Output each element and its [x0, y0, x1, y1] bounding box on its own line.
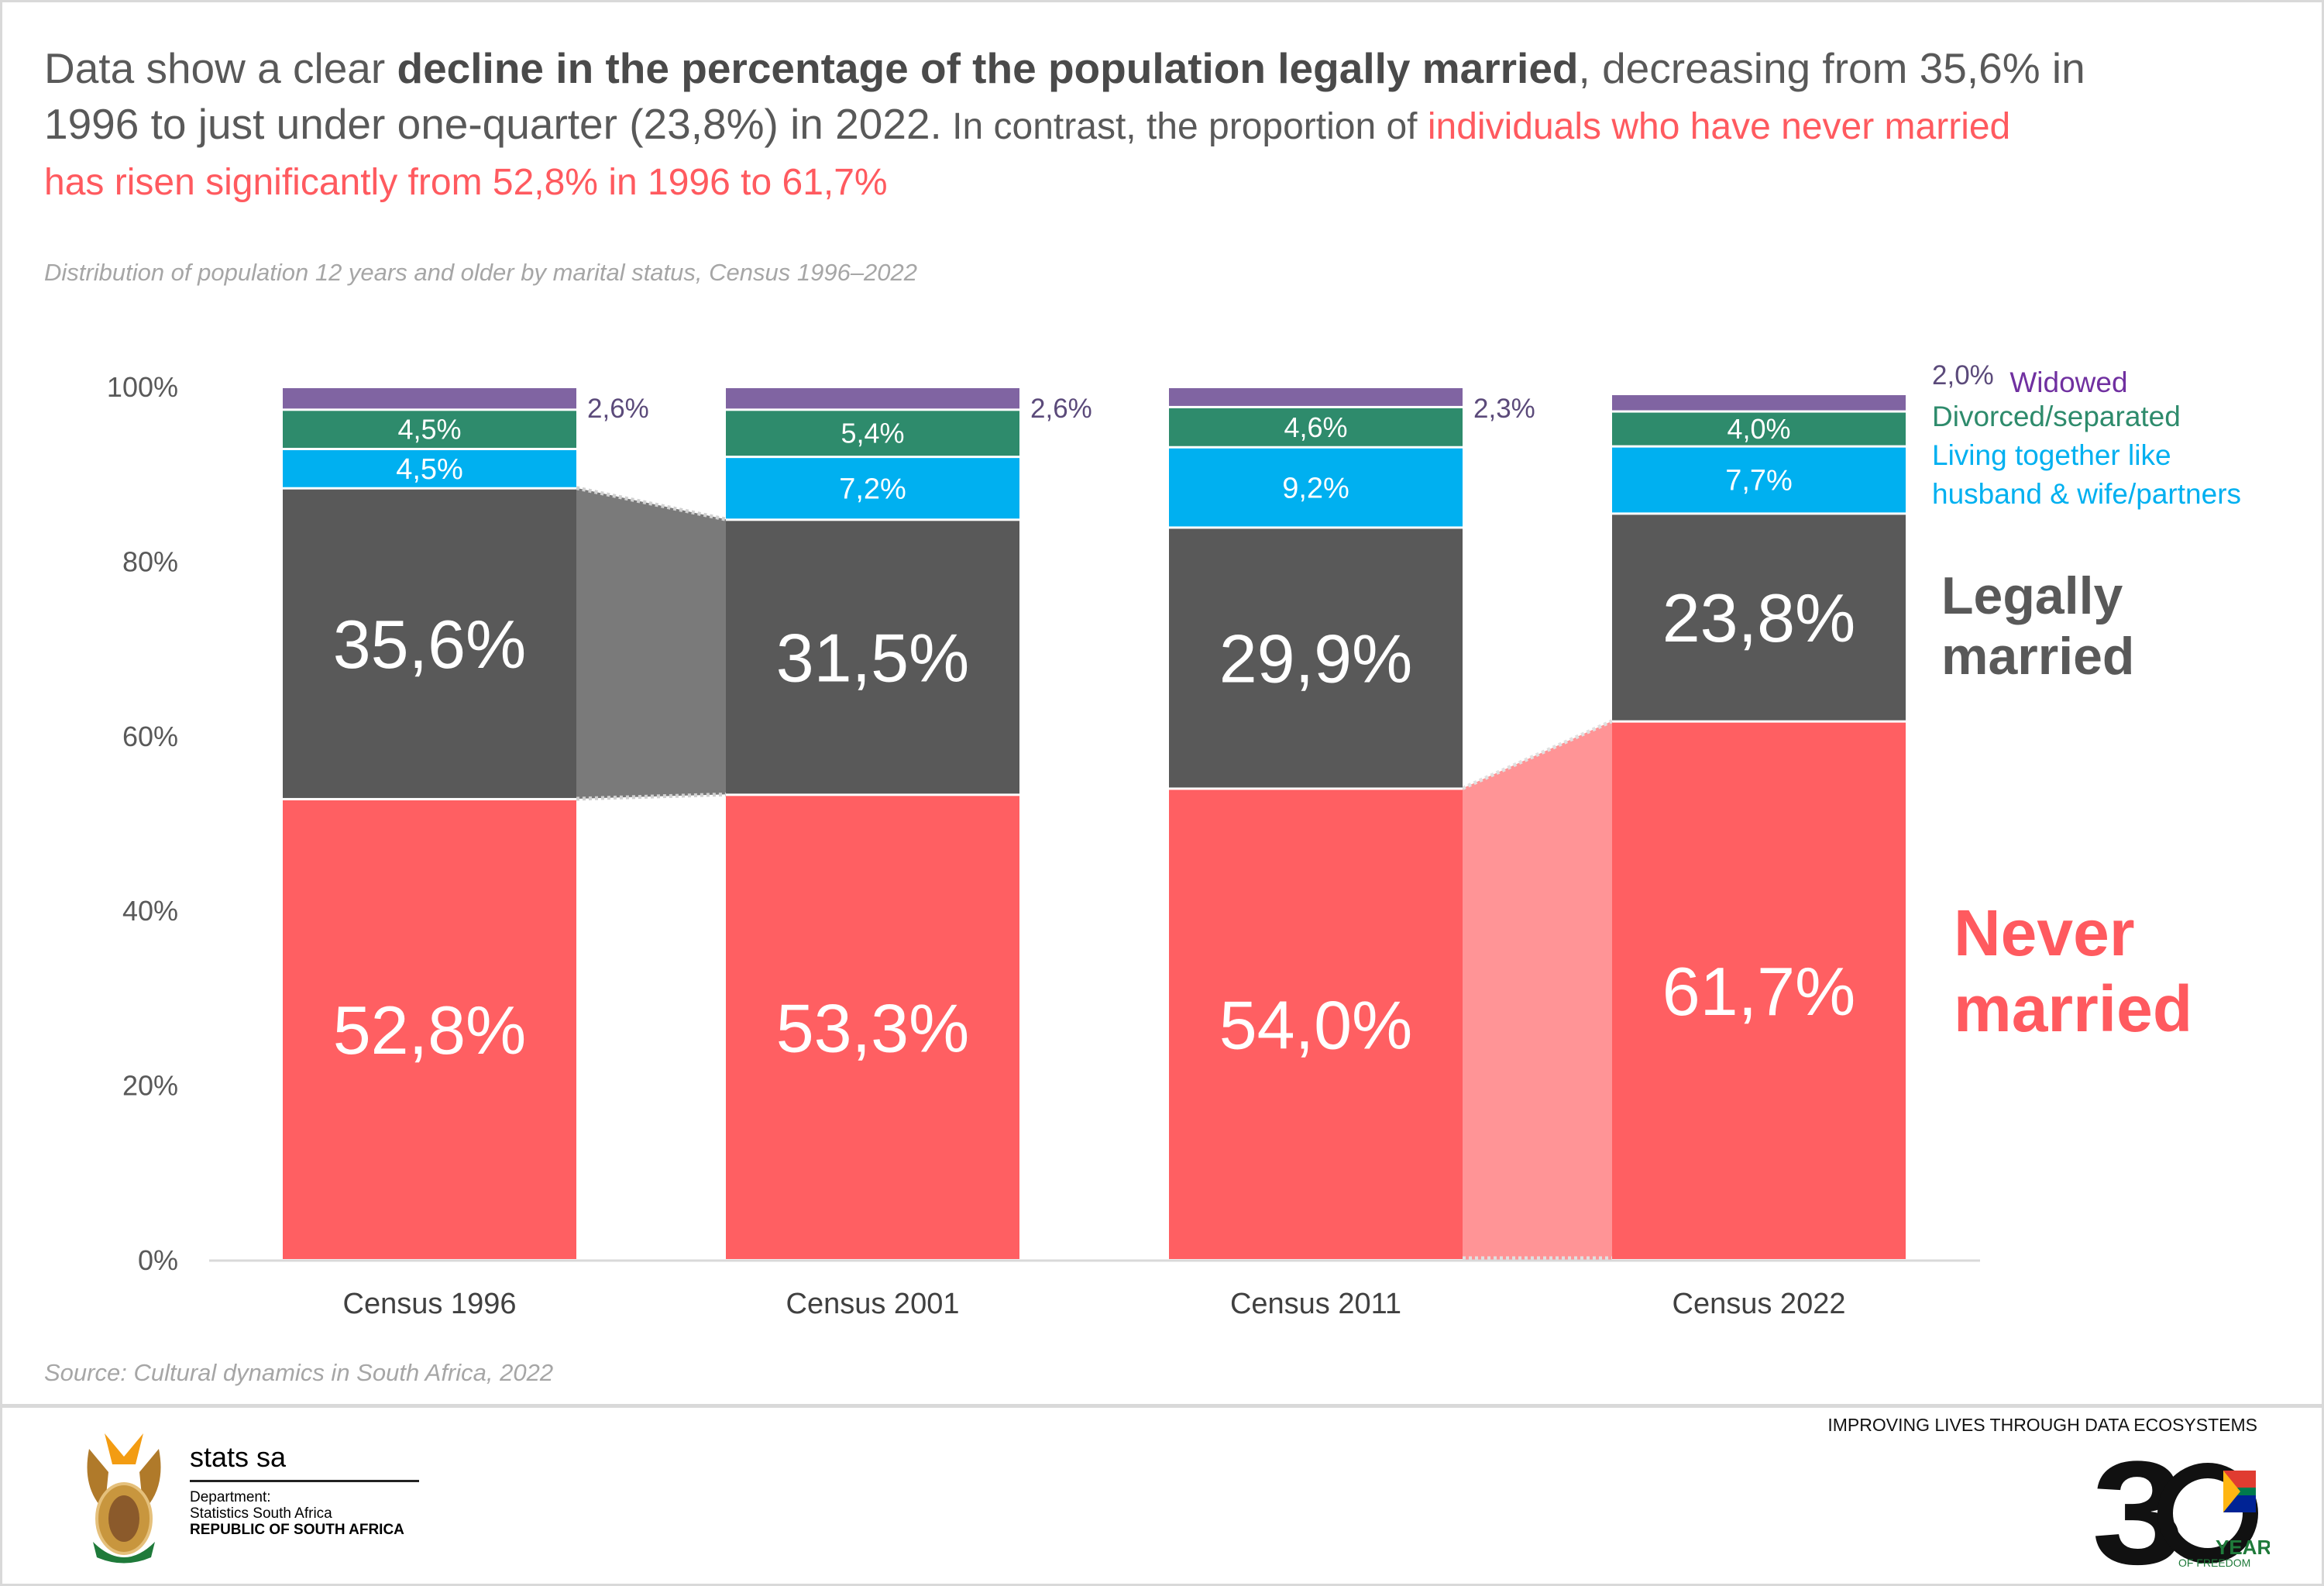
bar-data-label: 9,2% [1282, 472, 1349, 504]
bar-segment [726, 521, 1019, 794]
legend-never-married: Never married [1954, 895, 2264, 1047]
bar-segment [283, 450, 576, 487]
bar-segment [1169, 528, 1463, 788]
bar-data-label: 7,2% [839, 473, 906, 505]
widowed-data-label: 2,6% [1030, 394, 1092, 424]
headline-line-1: Data show a clear decline in the percent… [44, 40, 2291, 96]
bar-segment [1612, 447, 1906, 513]
legend-widowed-label: Widowed [2009, 366, 2128, 398]
of-freedom-text: OF FREEDOM [2178, 1557, 2250, 1569]
x-tick-label: Census 2022 [1673, 1288, 1846, 1320]
y-tick-label: 20% [122, 1070, 178, 1102]
legend-legal-line-1: Legally [1941, 566, 2123, 625]
x-tick-label: Census 2011 [1230, 1288, 1401, 1320]
bar-data-label: 35,6% [333, 606, 527, 683]
org-department: Department: Statistics South Africa REPU… [190, 1489, 404, 1538]
bar-data-label: 29,9% [1219, 621, 1413, 697]
y-tick-label: 80% [122, 545, 178, 577]
headline-text: 1996 to just under one-quarter (23,8%) i… [44, 100, 942, 148]
bar-segment [1612, 395, 1906, 411]
bar-segment [726, 411, 1019, 456]
x-tick-label: Census 2001 [786, 1288, 960, 1320]
y-tick-label: 100% [107, 371, 178, 403]
bar-segment [1169, 408, 1463, 446]
bar-data-label: 23,8% [1662, 580, 1856, 656]
coat-of-arms-icon [87, 1433, 161, 1564]
legend-divorced: Divorced/separated [1932, 401, 2181, 432]
bar-segment [283, 388, 576, 409]
headline-red: individuals who have never married [1427, 106, 2011, 147]
bar-data-label: 54,0% [1219, 986, 1413, 1063]
org-name: stats sa [190, 1441, 287, 1473]
legally-married-connector-1996-2001 [576, 487, 726, 799]
bar-segment [283, 489, 576, 798]
legend-never-line-2: married [1954, 972, 2193, 1045]
headline-line-3: has risen significantly from 52,8% in 19… [44, 162, 888, 203]
never-married-connector-2011-2022 [1463, 721, 1612, 1260]
bar-data-label: 52,8% [333, 992, 527, 1068]
headline-text: , decreasing from 35,6% in [1578, 44, 2085, 92]
bar-data-label: 53,3% [776, 989, 970, 1066]
bar-segment [1612, 514, 1906, 721]
bar-data-label: 61,7% [1662, 953, 1856, 1030]
bar-data-label: 31,5% [776, 619, 970, 696]
dept-line-2: Statistics South Africa [190, 1505, 332, 1522]
bar-segment [726, 458, 1019, 519]
years-text: YEARS [2216, 1536, 2270, 1559]
org-rule [190, 1480, 419, 1482]
bar-data-label: 7,7% [1725, 465, 1793, 497]
headline-text: In contrast, the proportion of [941, 106, 1428, 147]
widowed-data-label: 2,6% [587, 394, 649, 424]
bar-data-label: 4,5% [397, 414, 461, 446]
tagline: IMPROVING LIVES THROUGH DATA ECOSYSTEMS [1827, 1415, 2257, 1435]
bar-segment [283, 800, 576, 1259]
bar-segment [1612, 412, 1906, 446]
widowed-data-label: 2,3% [1473, 394, 1535, 424]
bar-segment [1169, 388, 1463, 406]
stats-sa-logo: stats sa Department: Statistics South Af… [74, 1426, 430, 1573]
bar-segment [1169, 448, 1463, 527]
x-tick-label: Census 1996 [343, 1288, 517, 1320]
y-tick-label: 0% [138, 1244, 178, 1276]
bar-segment [726, 388, 1019, 409]
legend-legally-married: Legally married [1941, 566, 2174, 686]
y-tick-label: 40% [122, 895, 178, 927]
bar-data-label: 4,5% [396, 453, 463, 486]
footer-divider [0, 1404, 2324, 1408]
bar-segment [1612, 722, 1906, 1259]
dept-line-1: Department: [190, 1489, 271, 1505]
headline-text: Data show a clear [44, 44, 397, 92]
legend-widowed: 2,0% Widowed [1932, 360, 2128, 402]
bar-data-label: 5,4% [841, 418, 904, 449]
headline-bold: decline in the percentage of the populat… [397, 44, 1579, 92]
dept-line-3: REPUBLIC OF SOUTH AFRICA [190, 1522, 404, 1538]
y-tick-label: 60% [122, 721, 178, 752]
legend-never-line-1: Never [1954, 896, 2135, 969]
bar-segment [283, 411, 576, 449]
legend-living-line-2: husband & wife/partners [1932, 478, 2242, 510]
legend-legal-line-2: married [1941, 627, 2135, 686]
source-note: Source: Cultural dynamics in South Afric… [44, 1359, 554, 1386]
connector-dotted-edge [576, 486, 727, 521]
chart-subtitle: Distribution of population 12 years and … [44, 259, 918, 286]
bar-segment [1169, 790, 1463, 1259]
widowed-2022-value: 2,0% [1932, 360, 1994, 390]
legend-living-line-1: Living together like [1932, 439, 2171, 471]
bar-segment [726, 796, 1019, 1259]
connector-dotted-edge [576, 792, 727, 801]
headline-line-2: 1996 to just under one-quarter (23,8%) i… [44, 96, 2291, 155]
bar-data-label: 4,6% [1284, 411, 1347, 443]
headline: Data show a clear decline in the percent… [44, 40, 2291, 211]
bar-data-label: 4,0% [1727, 413, 1790, 445]
connector-dotted-edge [1461, 719, 1614, 790]
30-years-of-freedom-logo: 3 YEARS OF FREEDOM [2092, 1447, 2270, 1571]
